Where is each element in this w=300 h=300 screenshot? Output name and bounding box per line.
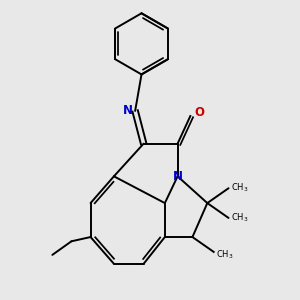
Text: CH$_3$: CH$_3$ bbox=[216, 249, 233, 261]
Text: CH$_3$: CH$_3$ bbox=[231, 182, 248, 194]
Text: O: O bbox=[195, 106, 205, 119]
Text: CH$_3$: CH$_3$ bbox=[231, 212, 248, 224]
Text: N: N bbox=[172, 170, 183, 183]
Text: N: N bbox=[123, 104, 133, 117]
